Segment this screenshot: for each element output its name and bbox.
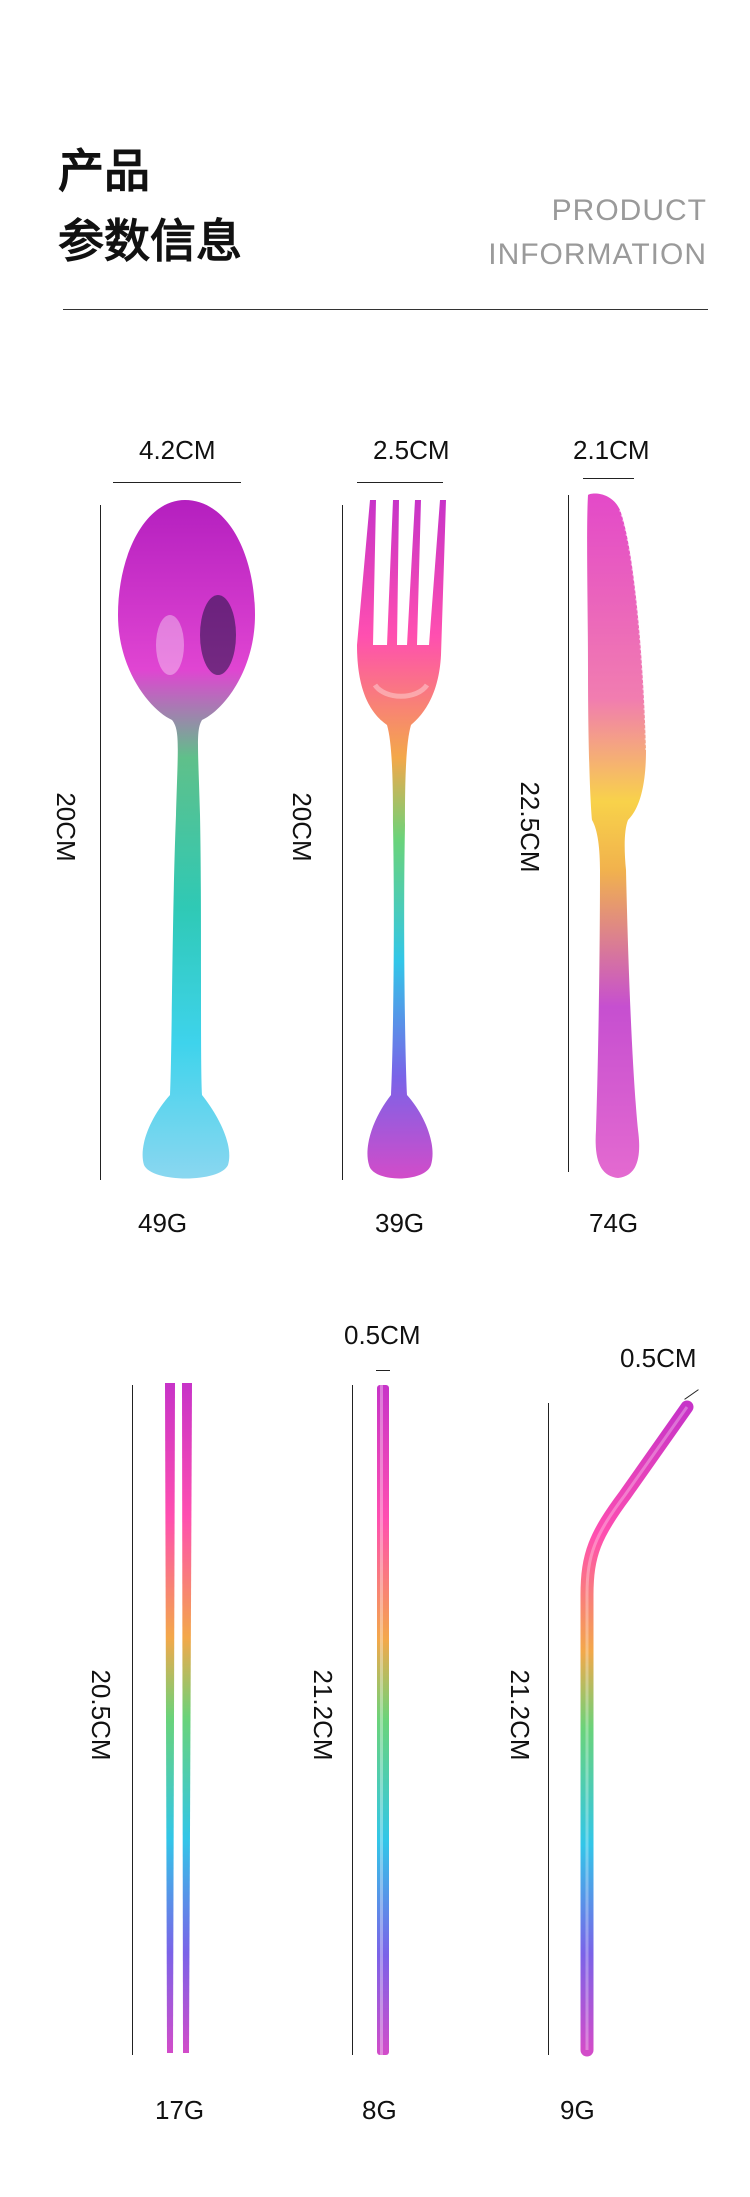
knife-width-line bbox=[583, 478, 634, 479]
fork-weight-label: 39G bbox=[375, 1208, 425, 1238]
chopsticks-length-label: 20.5CM bbox=[86, 1669, 116, 1761]
bent-straw-weight-label: 9G bbox=[560, 2095, 595, 2125]
knife-length-label: 22.5CM bbox=[515, 781, 545, 873]
bent-straw-width-label: 0.5CM bbox=[620, 1343, 697, 1373]
bent-straw-image bbox=[580, 1400, 694, 2057]
fork-width-line bbox=[357, 482, 443, 483]
fork-image bbox=[357, 500, 446, 1179]
chopsticks-weight-label: 17G bbox=[155, 2095, 205, 2125]
straight-straw-width-line bbox=[376, 1370, 390, 1371]
fork-length-line bbox=[342, 505, 343, 1180]
knife-width-label: 2.1CM bbox=[573, 435, 650, 465]
fork-length-label: 20CM bbox=[287, 792, 317, 862]
straight-straw-image bbox=[377, 1385, 389, 2055]
subtitle-line-2: INFORMATION bbox=[488, 238, 707, 271]
spoon-length-label: 20CM bbox=[51, 792, 81, 862]
knife-image bbox=[587, 493, 647, 1179]
title-line-1: 产品 bbox=[58, 144, 150, 198]
chopsticks-image bbox=[165, 1383, 192, 2053]
spoon-width-line bbox=[113, 482, 241, 483]
fork-width-label: 2.5CM bbox=[373, 435, 450, 465]
spoon-width-label: 4.2CM bbox=[139, 435, 216, 465]
straight-straw-weight-label: 8G bbox=[362, 2095, 397, 2125]
chopsticks-length-line bbox=[132, 1385, 133, 2055]
knife-weight-label: 74G bbox=[589, 1208, 639, 1238]
knife-length-line bbox=[568, 495, 569, 1172]
straight-straw-length-label: 21.2CM bbox=[308, 1669, 338, 1761]
straight-straw-length-line bbox=[352, 1385, 353, 2055]
straight-straw-width-label: 0.5CM bbox=[344, 1320, 421, 1350]
title-line-2: 参数信息 bbox=[58, 214, 242, 268]
spoon-weight-label: 49G bbox=[138, 1208, 188, 1238]
spoon-length-line bbox=[100, 505, 101, 1180]
bent-straw-length-label: 21.2CM bbox=[505, 1669, 535, 1761]
subtitle-line-1: PRODUCT bbox=[551, 194, 707, 227]
spoon-image bbox=[118, 500, 255, 1179]
bent-straw-length-line bbox=[548, 1403, 549, 2055]
header-divider bbox=[63, 309, 708, 310]
